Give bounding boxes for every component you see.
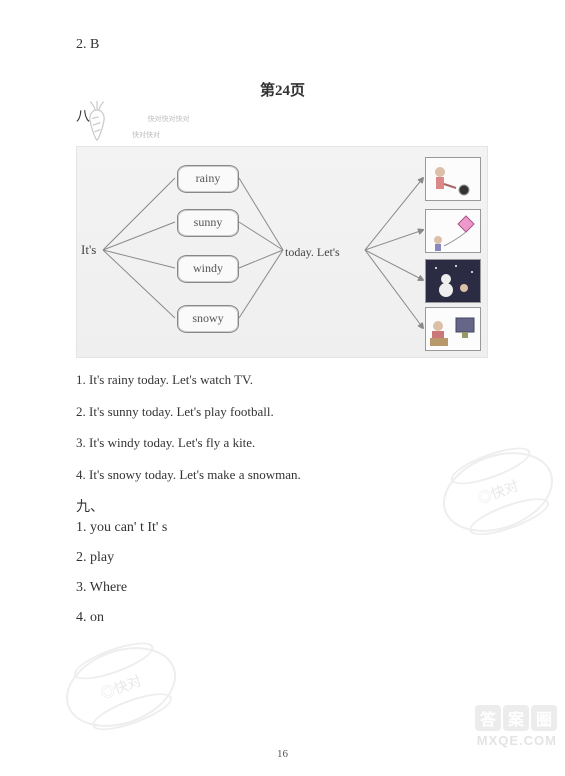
sentence-2: 2. It's sunny today. Let's play football… xyxy=(76,402,489,422)
sentence-1: 1. It's rainy today. Let's watch TV. xyxy=(76,370,489,390)
answer-9-1: 1. you can' t It' s xyxy=(76,520,489,536)
page-number: 16 xyxy=(0,748,565,760)
answer-9-3: 3. Where xyxy=(76,580,489,596)
weather-box-sunny: sunny xyxy=(177,209,239,237)
sentence-4: 4. It's snowy today. Let's make a snowma… xyxy=(76,465,489,485)
play-football-pic xyxy=(425,157,481,201)
watermark-tiny-1: 快对快对快对 xyxy=(148,115,190,123)
sentence-list: 1. It's rainy today. Let's watch TV. 2. … xyxy=(76,370,489,484)
watermark-tiny-2: 快对快对 xyxy=(132,131,160,139)
watermark-oval-2: ◎快对 xyxy=(55,633,187,742)
answer-9-2: 2. play xyxy=(76,550,489,566)
answer-9-4: 4. on xyxy=(76,610,489,626)
top-answer-text: 2. B xyxy=(76,34,489,55)
section-9-label: 九、 xyxy=(76,496,489,516)
sentence-3: 3. It's windy today. Let's fly a kite. xyxy=(76,433,489,453)
fly-kite-pic xyxy=(425,209,481,253)
watermark-text-2: ◎快对 xyxy=(98,670,144,703)
weather-box-windy: windy xyxy=(177,255,239,283)
page-title: 第24页 xyxy=(76,79,489,100)
diagram-left-text: It's xyxy=(81,242,96,258)
weather-box-snowy: snowy xyxy=(177,305,239,333)
section-8-label: 八、 快对快对快对 快对快对 xyxy=(76,106,489,142)
carrot-icon xyxy=(80,100,114,142)
diagram-mid-text: today. Let's xyxy=(285,245,340,260)
matching-diagram: It's today. Let's rainy sunny windy snow… xyxy=(76,146,488,358)
answers-9-list: 1. you can' t It' s 2. play 3. Where 4. … xyxy=(76,520,489,626)
watch-tv-pic xyxy=(425,307,481,351)
weather-box-rainy: rainy xyxy=(177,165,239,193)
snowman-night-pic xyxy=(425,259,481,303)
